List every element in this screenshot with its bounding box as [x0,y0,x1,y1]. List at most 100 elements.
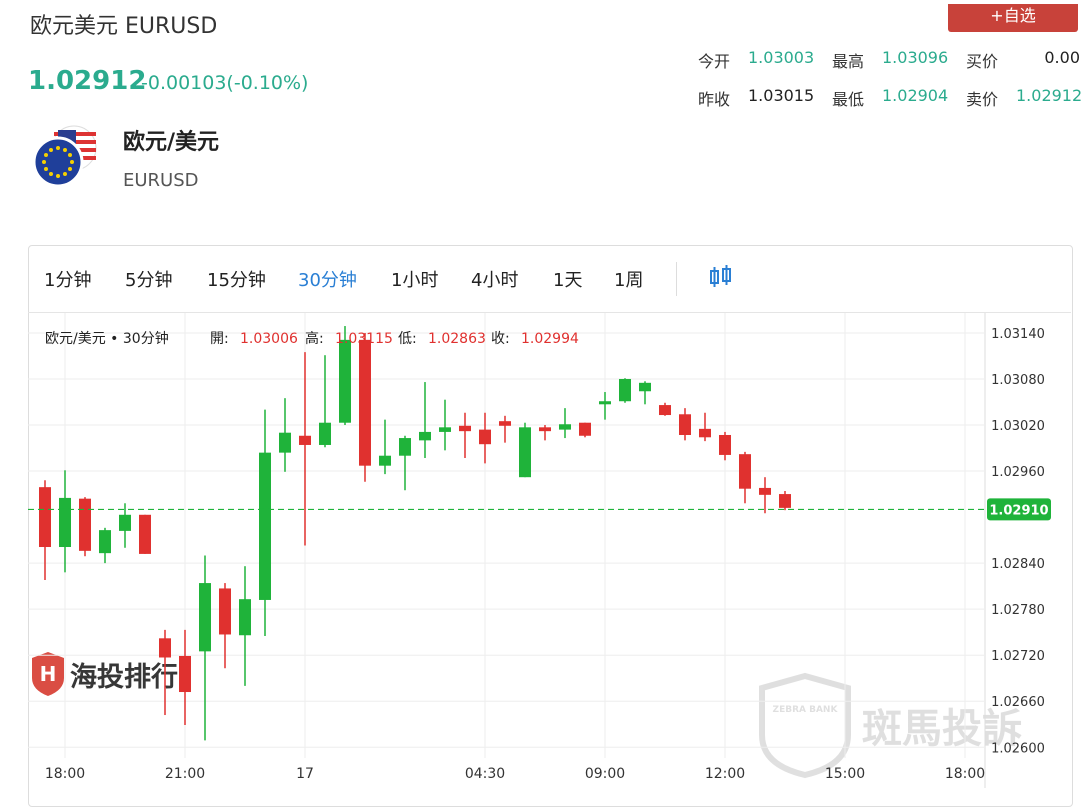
candle-body [599,401,611,405]
candle-body [739,454,751,489]
candle-body [519,427,531,478]
x-tick-label: 18:00 [945,766,985,782]
candle-body [779,494,791,508]
candle-body [179,655,191,693]
current-price-label: 1.02910 [989,503,1048,518]
legend-label: 高: [305,330,324,347]
quote-label: 昨收 [698,90,731,109]
quote-label: 最低 [832,90,865,109]
interval-tab[interactable]: 1天 [553,270,583,291]
page-title: 欧元美元 EURUSD [30,14,218,39]
symbol-code: EURUSD [123,170,199,191]
candle-body [459,425,471,432]
watermark-text: 海投排行 [70,661,178,693]
legend-value: 1.02994 [521,331,579,347]
interval-tab[interactable]: 4小时 [471,270,519,291]
x-tick-label: 15:00 [825,766,865,782]
currency-flags [32,125,97,188]
interval-tab[interactable]: 1周 [614,270,644,291]
candle-body [59,497,71,548]
candle-body [39,487,51,548]
y-tick-label: 1.03020 [991,419,1045,434]
legend-label: 收: [491,331,510,347]
candle-body [499,421,511,426]
svg-text:H: H [40,662,57,686]
y-tick-label: 1.02840 [991,557,1045,572]
y-tick-label: 1.02720 [991,649,1045,664]
candle-body [279,432,291,453]
candle-body [159,638,171,658]
candle-body [139,514,151,554]
quote-value: 1.03015 [748,86,815,105]
interval-tab[interactable]: 1分钟 [44,270,92,291]
candle-body [359,339,371,466]
x-tick-label: 18:00 [45,766,85,782]
add-watchlist-button[interactable]: +自选 [948,4,1078,32]
interval-tab[interactable]: 15分钟 [207,270,266,291]
page: EURUSD {"header":{"title":"欧元美元 EURUSD",… [28,4,1083,807]
x-tick-label: 17 [296,766,314,782]
quote-value: 1.02912 [1016,86,1083,105]
candlestick-chart: H 海投排行 ZEBRA BANK 斑馬投訴 1.03140 1.03080 1.0… [28,313,1051,788]
y-tick-label: 1.02660 [991,695,1045,710]
quote-value: 1.03003 [748,48,815,67]
candle-body [639,382,651,392]
legend-label: 開: [210,331,229,347]
candle-body [219,588,231,635]
x-tick-label: 21:00 [165,766,205,782]
candle-body [539,427,551,432]
candle-body [759,487,771,495]
x-tick-label: 12:00 [705,766,745,782]
candle-body [659,405,671,416]
candle-body [379,455,391,466]
interval-tab[interactable]: 1小时 [391,270,439,291]
interval-tab[interactable]: 5分钟 [125,270,173,291]
tab-separator [676,262,677,296]
y-tick-label: 1.02600 [991,741,1045,756]
y-tick-label: 1.03080 [991,373,1045,388]
last-price: 1.02912 [28,66,147,96]
candle-body [579,422,591,436]
candle-body [439,427,451,432]
left-watermark: H 海投排行 [32,652,178,696]
y-tick-label: 1.02780 [991,603,1045,618]
candle-body [479,429,491,445]
candle-body [699,428,711,438]
candle-body [339,339,351,423]
quote-label: 今开 [698,52,731,71]
quote-value: 1.03096 [882,48,949,67]
y-tick-label: 1.02960 [991,465,1045,480]
chart-type-button[interactable] [708,264,734,290]
y-tick-label: 1.03140 [991,327,1045,342]
price-change: -0.00103(-0.10%) [141,72,309,94]
candle-body [719,434,731,455]
quote-value: 1.02904 [882,86,949,105]
watermark-text: 斑馬投訴 [862,706,1022,752]
candle-body [79,498,91,551]
watermark-badge: ZEBRA BANK [773,705,839,715]
legend-value: 1.03115 [335,331,393,347]
legend-value: 1.02863 [428,331,486,347]
candle-body [559,424,571,430]
candle-body [619,378,631,402]
quote-label: 卖价 [966,90,999,109]
candle-body [99,530,111,554]
page-body: 欧元美元 EURUSD +自选 1.02912 -0.00103(-0.10%)… [28,4,1083,807]
candle-body [239,599,251,636]
legend-label: 低: [398,331,417,347]
quote-value: 0.00 [1044,48,1080,67]
candle-body [419,431,431,441]
x-tick-label: 04:30 [465,766,505,782]
candle-body [319,422,331,445]
chart-legend-title: 欧元/美元 • 30分钟 [45,330,169,347]
current-price-tag [987,498,1051,521]
candle-body [259,452,271,600]
right-watermark: ZEBRA BANK 斑馬投訴 [759,672,1022,779]
candle-body [679,414,691,435]
legend-value: 1.03006 [240,331,298,347]
quote-label: 最高 [832,52,865,71]
symbol-name: 欧元/美元 [123,130,220,155]
x-tick-label: 09:00 [585,766,625,782]
quote-label: 买价 [966,52,999,71]
interval-tab[interactable]: 30分钟 [298,270,357,291]
